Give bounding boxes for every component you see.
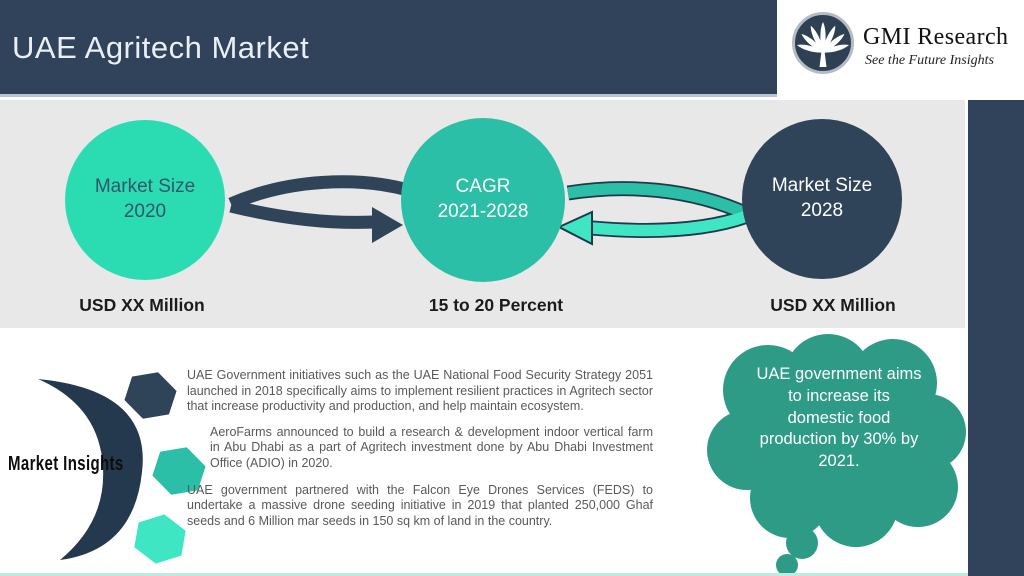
crescent-shape <box>38 379 143 560</box>
header-bar: UAE Agritech Market <box>0 0 777 97</box>
market-size-2028-line1: Market Size <box>771 175 873 197</box>
cagr-line2: 2021-2028 <box>437 201 529 222</box>
logo-name: GMI Research <box>863 24 1009 50</box>
market-size-2028-circle: Market Size 2028 <box>742 119 902 279</box>
market-size-2028-value: USD XX Million <box>770 295 896 315</box>
cagr-circle: CAGR 2021-2028 <box>401 118 565 282</box>
thought-bubble-shape <box>707 334 966 576</box>
insights-heading: Market Insights <box>8 453 124 475</box>
bottom-accent-line <box>0 573 968 576</box>
insight-item: UAE Government initiatives such as the U… <box>187 368 653 414</box>
page-title: UAE Agritech Market <box>12 30 310 65</box>
right-accent-stripe <box>968 100 1024 576</box>
market-size-2020-circle: Market Size 2020 <box>65 120 225 280</box>
market-size-2020-line2: 2020 <box>123 201 167 222</box>
insights-list: UAE Government initiatives such as the U… <box>187 368 653 539</box>
market-size-2028-line2: 2028 <box>800 200 844 221</box>
gmi-logo-tree-icon <box>792 12 854 74</box>
insight-item: AeroFarms announced to build a research … <box>210 424 653 470</box>
insight-item: UAE government partnered with the Falcon… <box>187 482 653 528</box>
cagr-line1: CAGR <box>455 176 511 198</box>
logo-tagline: See the Future Insights <box>865 53 994 68</box>
market-size-2020-line1: Market Size <box>94 176 196 198</box>
callout-text: UAE government aims to increase its dome… <box>756 365 922 471</box>
market-size-2020-value: USD XX Million <box>79 295 205 315</box>
cagr-value: 15 to 20 Percent <box>428 295 564 315</box>
logo-block: GMI Research See the Future Insights <box>777 0 1024 97</box>
